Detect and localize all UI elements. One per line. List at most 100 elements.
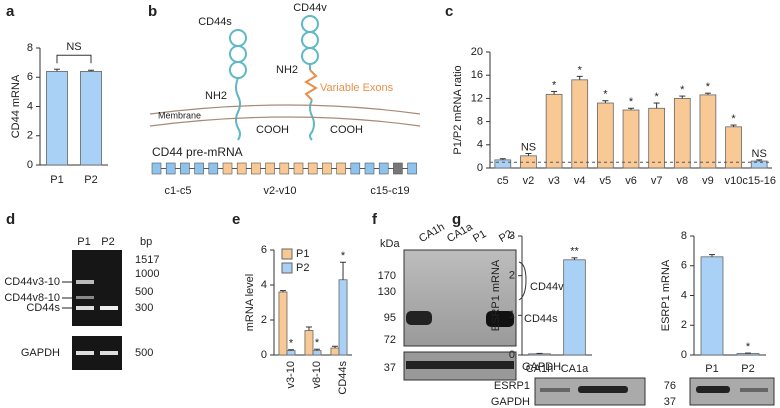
x-tick-label: P2 [741, 363, 754, 375]
lane-label: P1 [471, 228, 489, 245]
y-tick-label: 0 [477, 162, 483, 174]
x-tick-label: P1 [705, 363, 718, 375]
band [76, 280, 94, 284]
y-tick-label: 16 [471, 69, 483, 81]
marker: 37 [384, 362, 396, 374]
panel-label: b [148, 3, 157, 20]
bar [80, 71, 102, 166]
bar [648, 107, 665, 169]
exon [208, 162, 219, 175]
terminus-label: COOH [256, 124, 289, 136]
x-tick-label: v6 [625, 175, 637, 187]
unit: kDa [380, 238, 400, 250]
band-label: CD44v3-10 [4, 276, 60, 288]
exon-group: c1-c5 [165, 185, 192, 197]
variable-exons: Variable Exons [320, 82, 394, 94]
band [740, 388, 768, 392]
marker: 95 [384, 312, 396, 324]
y-tick-label: 0 [509, 349, 515, 361]
band-label: CD44v8-10 [4, 292, 60, 304]
significance: ** [570, 246, 579, 258]
blot [403, 249, 517, 347]
bar [330, 347, 340, 356]
legend-label: P2 [296, 262, 309, 274]
significance: * [341, 250, 346, 262]
lane-label: P2 [497, 228, 515, 245]
band-label: CD44v [530, 281, 564, 293]
marker: 72 [384, 334, 396, 346]
x-tick-label: v2 [523, 175, 535, 187]
loading-label: GAPDH [522, 361, 561, 373]
exon [336, 162, 346, 175]
y-tick-label: 12 [471, 92, 483, 104]
annotation: NS [66, 41, 81, 53]
y-axis-label: mRNA level [244, 274, 256, 331]
y-tick-label: 2 [261, 314, 267, 326]
marker: 130 [378, 286, 396, 298]
band [406, 361, 514, 369]
lane-label: P2 [101, 236, 114, 248]
exon-group: c15-c19 [370, 185, 409, 197]
band [406, 311, 432, 325]
ladder-label: 300 [135, 302, 153, 314]
bar [286, 350, 296, 356]
ladder-label: 1517 [135, 254, 159, 266]
y-tick-label: 2 [681, 319, 687, 331]
exon [222, 162, 233, 175]
loading-label: GAPDH [21, 347, 60, 359]
exon [251, 162, 261, 175]
lane-label: P1 [77, 236, 90, 248]
significance: * [629, 96, 634, 108]
terminus-label: COOH [330, 124, 363, 136]
row-label: ESRP1 [494, 380, 530, 392]
pre-mrna-label: CD44 pre-mRNA [152, 145, 243, 159]
x-tick-label: P1 [50, 174, 63, 186]
exon [322, 162, 332, 175]
isoform-label: CD44s [198, 16, 232, 28]
bar [494, 159, 512, 169]
band-label: CD44s [524, 313, 558, 325]
band [76, 296, 94, 299]
band [100, 306, 118, 310]
y-axis-label: ESRP1 mRNA [490, 259, 502, 331]
membrane [149, 116, 421, 127]
y-tick-label: 4 [27, 100, 33, 112]
significance: * [654, 91, 659, 103]
lane-label: CA1h [417, 221, 447, 245]
y-tick-label: 0 [261, 349, 267, 361]
exon [279, 162, 290, 175]
x-tick-label: CA1a [561, 363, 589, 375]
exon [151, 162, 162, 175]
exon-row [151, 162, 417, 175]
y-tick-label: 6 [27, 71, 33, 83]
band [540, 388, 570, 392]
panel-label: a [6, 3, 15, 20]
significance: * [731, 113, 736, 125]
marker: 170 [378, 270, 396, 282]
y-tick-label: 6 [261, 244, 267, 256]
band [486, 311, 514, 327]
x-tick-label: v5 [600, 175, 612, 187]
x-tick-label: v3 [548, 175, 560, 187]
bar [304, 330, 314, 356]
ladder-label: 1000 [135, 268, 159, 280]
isoform-label: CD44v [293, 2, 327, 14]
exon [378, 162, 389, 175]
y-tick-label: 4 [261, 279, 267, 291]
exon [180, 162, 190, 175]
bar [736, 353, 760, 356]
y-tick-label: 6 [681, 260, 687, 272]
membrane-label: Membrane [158, 110, 201, 120]
bar [278, 291, 288, 356]
x-tick-label: v7 [651, 175, 663, 187]
bar [725, 126, 742, 169]
bar [622, 109, 640, 169]
band-label: CD44s [26, 302, 60, 314]
schematic [229, 15, 319, 141]
x-tick-label: c15-16 [742, 175, 776, 187]
bar [528, 353, 551, 356]
x-tick-label: v8 [676, 175, 688, 187]
x-tick-label: v10 [725, 175, 743, 187]
significance: * [578, 64, 583, 76]
exon [407, 162, 417, 175]
